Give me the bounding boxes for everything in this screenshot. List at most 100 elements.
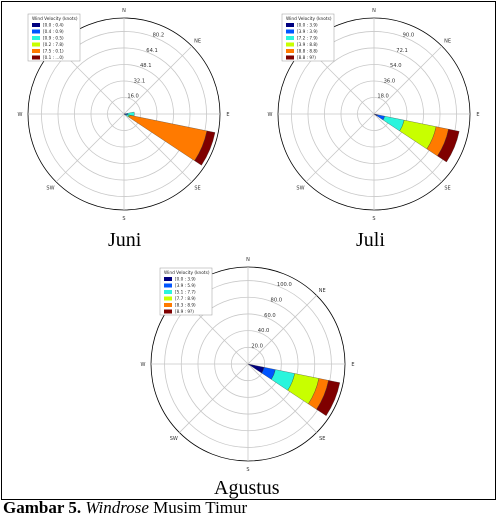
ring-label: 48.1 [140, 63, 152, 69]
ring-label: 64.1 [146, 48, 158, 54]
ring-label: 40.0 [258, 328, 270, 334]
legend-swatch [164, 309, 172, 314]
windrose-juli: 18.036.054.072.190.0NNEESESSWWNWWind Vel… [268, 8, 480, 222]
legend-swatch [286, 49, 294, 53]
legend-entry: [7.2 : 7.9) [297, 36, 318, 41]
grid-spoke [55, 113, 125, 183]
legend-entry: [8.3 : 8.9) [175, 303, 196, 308]
legend-entry: [3.9 : 8.8) [297, 42, 318, 47]
ring-label: 60.0 [264, 313, 276, 319]
grid-spoke [247, 295, 317, 365]
legend-swatch [286, 23, 294, 27]
legend-entry: [0.0 : 3.9) [175, 277, 196, 282]
month-label-juni: Juni [108, 229, 142, 251]
direction-label: NE [319, 288, 326, 294]
grid-spoke [373, 113, 443, 183]
legend-entry: [7.7 : 8.9) [175, 296, 196, 301]
grid-spoke [305, 113, 375, 183]
ring-label: 100.0 [277, 282, 292, 288]
legend-title: Wind Velocity (knots) [32, 16, 78, 22]
legend-entry: [8.9 : 9?) [175, 309, 194, 314]
caption-title-rest: Musim Timur [148, 498, 248, 517]
grid-spoke [373, 45, 443, 115]
legend-swatch [32, 55, 40, 60]
legend-title: Wind Velocity (knots) [164, 270, 210, 276]
legend-entry: [7.5 : 0.1) [43, 49, 64, 54]
grid-spoke [179, 363, 249, 433]
legend-swatch [32, 36, 40, 40]
direction-label: W [18, 112, 23, 118]
direction-label: W [141, 362, 146, 368]
legend-swatch [286, 36, 294, 40]
legend-entry: [0.0 : 0.4) [43, 23, 64, 28]
ring-label: 32.1 [134, 78, 146, 84]
legend-swatch [286, 55, 294, 60]
direction-label: SE [444, 186, 450, 192]
legend-entry: [0.1 : ...0) [43, 55, 64, 60]
legend-entry: [3.9 : 3.9) [297, 29, 318, 34]
legend-swatch [164, 283, 172, 288]
caption-label: Gambar 5. [3, 498, 82, 517]
direction-label: E [476, 112, 479, 118]
legend-entry: [0.4 : 0.9) [43, 29, 64, 34]
direction-label: N [372, 8, 376, 14]
legend-swatch [32, 42, 40, 47]
direction-label: S [122, 216, 125, 222]
legend-swatch [32, 49, 40, 53]
legend-swatch [164, 303, 172, 307]
legend-title: Wind Velocity (knots) [286, 16, 332, 22]
grid-spoke [123, 45, 193, 115]
legend-entry: [0.2 : 7.8) [43, 42, 64, 47]
month-label-agustus: Agustus [214, 477, 280, 499]
petal-bin [194, 130, 216, 166]
grid-spoke [123, 113, 193, 183]
direction-label: N [122, 8, 126, 14]
petal-bin [437, 128, 460, 163]
ring-label: 80.2 [153, 33, 165, 39]
legend-swatch [164, 277, 172, 281]
direction-label: NE [444, 38, 451, 44]
legend-entry: [0.0 : 3.9) [297, 23, 318, 28]
legend-entry: [5.1 : 7.7) [175, 290, 196, 295]
legend-entry: [8.8 : 8.8) [297, 49, 318, 54]
direction-label: SE [319, 436, 325, 442]
direction-label: SE [194, 186, 200, 192]
ring-label: 90.0 [403, 33, 415, 39]
direction-label: E [351, 362, 354, 368]
direction-label: SW [170, 436, 178, 442]
direction-label: E [226, 112, 229, 118]
legend-swatch [164, 290, 172, 294]
legend-entry: [8.8 : 9?) [297, 55, 316, 60]
direction-label: S [246, 467, 249, 473]
figure-frame [1, 1, 496, 500]
caption-title-italic: Windrose [85, 498, 149, 517]
direction-label: SW [296, 186, 304, 192]
legend-swatch [286, 29, 294, 34]
legend-box [27, 13, 81, 62]
legend-swatch [32, 23, 40, 27]
ring-label: 16.0 [127, 94, 139, 100]
petal-bin [316, 380, 341, 416]
figure-caption: Gambar 5. Windrose Musim Timur [3, 498, 247, 518]
ring-label: 18.0 [377, 94, 389, 100]
direction-label: SW [46, 186, 54, 192]
ring-label: 20.0 [251, 344, 263, 350]
ring-label: 80.0 [271, 297, 283, 303]
legend-swatch [286, 42, 294, 47]
legend-entry: [0.9 : 0.5) [43, 36, 64, 41]
windrose-juni: 16.032.148.164.180.2NNEESESSWWNWWind Vel… [18, 8, 230, 222]
grid-spoke [247, 363, 317, 433]
ring-label: 54.0 [390, 63, 402, 69]
legend-entry: [3.9 : 5.9) [175, 283, 196, 288]
legend-swatch [164, 296, 172, 301]
direction-label: S [372, 216, 375, 222]
direction-label: W [268, 112, 273, 118]
ring-label: 36.0 [384, 78, 396, 84]
month-label-juli: Juli [356, 229, 385, 251]
direction-label: NE [194, 38, 201, 44]
petal-bin [128, 115, 208, 161]
legend-swatch [32, 29, 40, 34]
direction-label: N [246, 257, 250, 263]
ring-label: 72.1 [396, 48, 408, 54]
